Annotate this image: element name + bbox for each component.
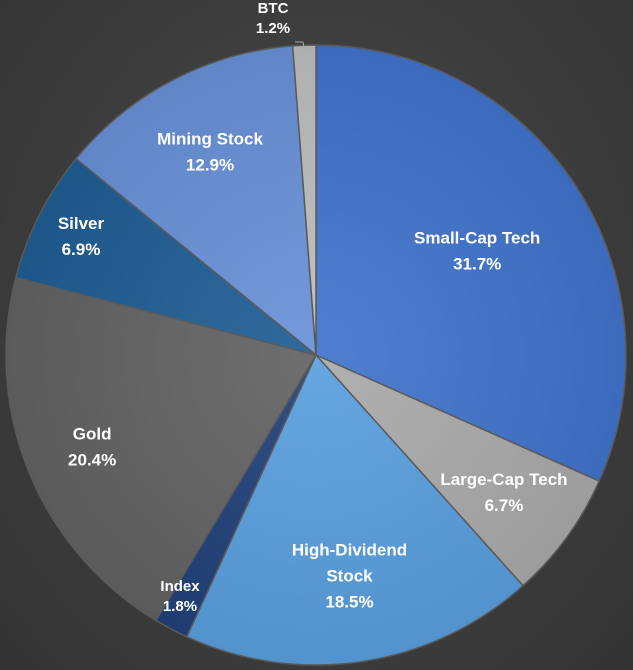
data-label-mining-stock: Mining Stock 12.9% — [157, 130, 263, 175]
data-label-gold: Gold 20.4% — [68, 424, 116, 469]
data-label-value: 12.9% — [186, 156, 234, 175]
data-label-large-cap-tech: Large-Cap Tech 6.7% — [440, 470, 567, 515]
data-label-name: Silver — [58, 214, 105, 233]
leader-line-btc — [295, 41, 305, 50]
data-label-value: 6.9% — [62, 240, 101, 259]
slice-mining-stock — [75, 45, 317, 357]
slice-silver — [14, 157, 317, 356]
data-label-silver: Silver 6.9% — [58, 214, 105, 259]
data-label-name: Stock — [326, 567, 373, 586]
data-label-value: 20.4% — [68, 450, 116, 469]
slice-large-cap-tech — [315, 354, 601, 587]
data-label-value: 18.5% — [325, 593, 373, 612]
slice-small-cap-tech — [315, 44, 627, 483]
leader-layer — [295, 41, 305, 50]
slice-btc — [291, 44, 317, 356]
data-label-value: 31.7% — [453, 254, 501, 273]
data-label-btc: BTC 1.2% — [256, 0, 290, 37]
slice-high-dividend-stock — [185, 353, 525, 666]
data-label-name: Mining Stock — [157, 130, 263, 149]
data-label-high-dividend-stock: High-Dividend Stock 18.5% — [292, 541, 407, 612]
data-label-index: Index 1.8% — [160, 578, 200, 615]
data-label-name: BTC — [258, 0, 289, 17]
slices-layer — [5, 44, 627, 666]
data-label-value: 1.8% — [163, 598, 197, 615]
data-label-value: 6.7% — [485, 496, 524, 515]
data-label-name: Small-Cap Tech — [414, 228, 540, 247]
data-label-name: High-Dividend — [292, 541, 407, 560]
labels-layer: Small-Cap Tech 31.7% Large-Cap Tech 6.7% Hig… — [58, 0, 568, 615]
data-label-small-cap-tech: Small-Cap Tech 31.7% — [414, 228, 540, 273]
slice-gold — [5, 276, 318, 622]
data-label-name: Large-Cap Tech — [440, 470, 567, 489]
data-label-name: Gold — [73, 424, 112, 443]
data-label-name: Index — [160, 578, 200, 595]
data-label-value: 1.2% — [256, 20, 290, 37]
